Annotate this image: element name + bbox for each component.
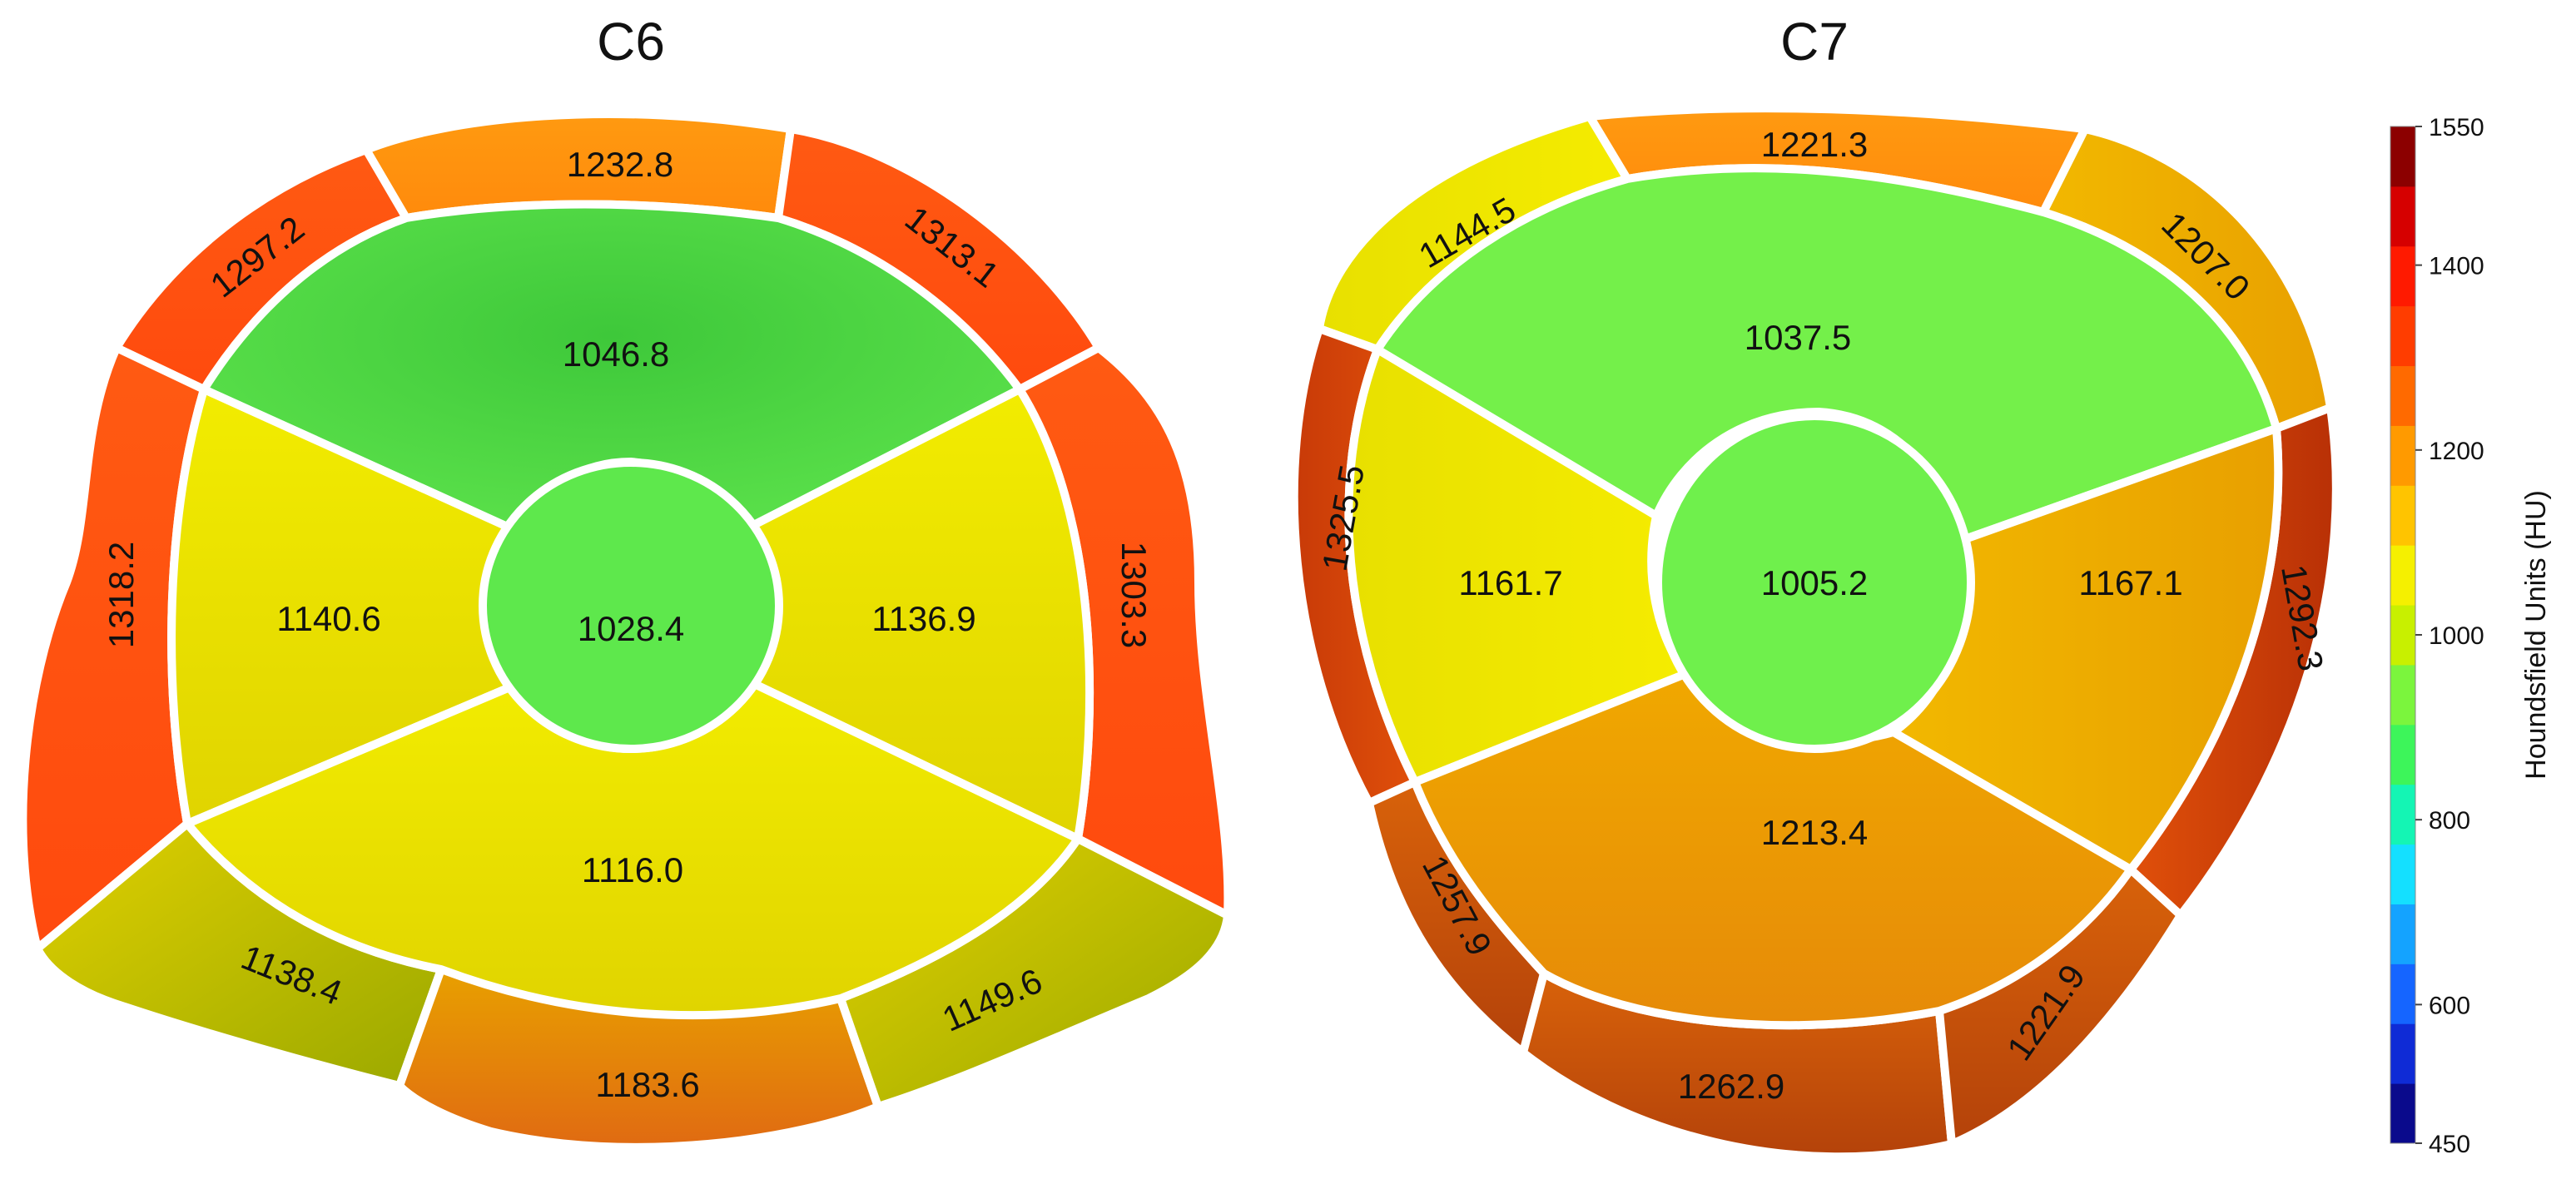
colorbar-band xyxy=(2390,1023,2415,1084)
colorbar-tick-label: 1550 xyxy=(2429,114,2484,141)
colorbar-band xyxy=(2390,605,2415,666)
c7-center-value: 1005.2 xyxy=(1761,563,1868,602)
colorbar-tick-label: 1400 xyxy=(2429,253,2484,280)
c7-outer-top-value: 1221.3 xyxy=(1761,125,1868,164)
colorbar-band xyxy=(2390,664,2415,726)
colorbar-tick-label: 600 xyxy=(2429,992,2470,1019)
colorbar-band xyxy=(2390,305,2415,367)
colorbar-band xyxy=(2390,904,2415,964)
c6-inner-top-value: 1046.8 xyxy=(563,334,669,374)
colorbar-band xyxy=(2390,784,2415,845)
colorbar-bands xyxy=(2390,126,2415,1144)
diagram-title: C6 xyxy=(597,12,665,72)
c6-outer-left-value: 1318.2 xyxy=(102,542,141,648)
c7-inner-left-value: 1161.7 xyxy=(1458,563,1562,602)
c7-inner-bottom-value: 1213.4 xyxy=(1761,813,1868,852)
colorbar-band xyxy=(2390,964,2415,1024)
c6-center-segment xyxy=(479,458,783,753)
c6-center-value: 1028.4 xyxy=(578,609,684,648)
colorbar-tick-label: 450 xyxy=(2429,1131,2470,1158)
c7-inner-top-value: 1037.5 xyxy=(1745,318,1851,357)
colorbar-band xyxy=(2390,485,2415,546)
c7-center-segment xyxy=(1654,412,1975,753)
colorbar-label: Houndsfield Units (HU) xyxy=(2520,490,2552,780)
colorbar-band xyxy=(2390,365,2415,426)
colorbar-band xyxy=(2390,1083,2415,1144)
colorbar: 1550 1400 1200 1000 800 600 450 Houndsfield Un… xyxy=(2390,114,2552,1158)
diagram-c6: C6 1028.4 1046.8 1140.6 1136.9 1116.0 12… xyxy=(18,12,1233,1152)
colorbar-ticks: 1550 1400 1200 1000 800 600 450 xyxy=(2415,114,2484,1158)
diagram-c7: C7 1005.2 1037.5 1161.7 1167.1 1213.4 12… xyxy=(1289,12,2340,1162)
c6-inner-right-value: 1136.9 xyxy=(871,599,975,638)
colorbar-band xyxy=(2390,724,2415,785)
colorbar-band xyxy=(2390,186,2415,247)
colorbar-band xyxy=(2390,844,2415,904)
c6-outer-bottom-value: 1183.6 xyxy=(595,1065,699,1104)
colorbar-band xyxy=(2390,545,2415,606)
c6-outer-top-value: 1232.8 xyxy=(567,145,673,184)
c6-inner-bottom-value: 1116.0 xyxy=(582,850,683,889)
colorbar-band xyxy=(2390,126,2415,187)
colorbar-tick-label: 800 xyxy=(2429,807,2470,835)
colorbar-band xyxy=(2390,245,2415,307)
colorbar-tick-label: 1000 xyxy=(2429,622,2484,650)
c6-outer-right-value: 1303.3 xyxy=(1114,542,1154,648)
c6-inner-left-value: 1140.6 xyxy=(276,599,380,638)
c7-inner-left-segment xyxy=(1344,345,1690,786)
diagram-title: C7 xyxy=(1780,12,1849,72)
colorbar-band xyxy=(2390,425,2415,486)
c7-inner-right-value: 1167.1 xyxy=(2078,563,2182,602)
colorbar-tick-label: 1200 xyxy=(2429,438,2484,465)
c7-outer-bottom-value: 1262.9 xyxy=(1678,1067,1784,1106)
